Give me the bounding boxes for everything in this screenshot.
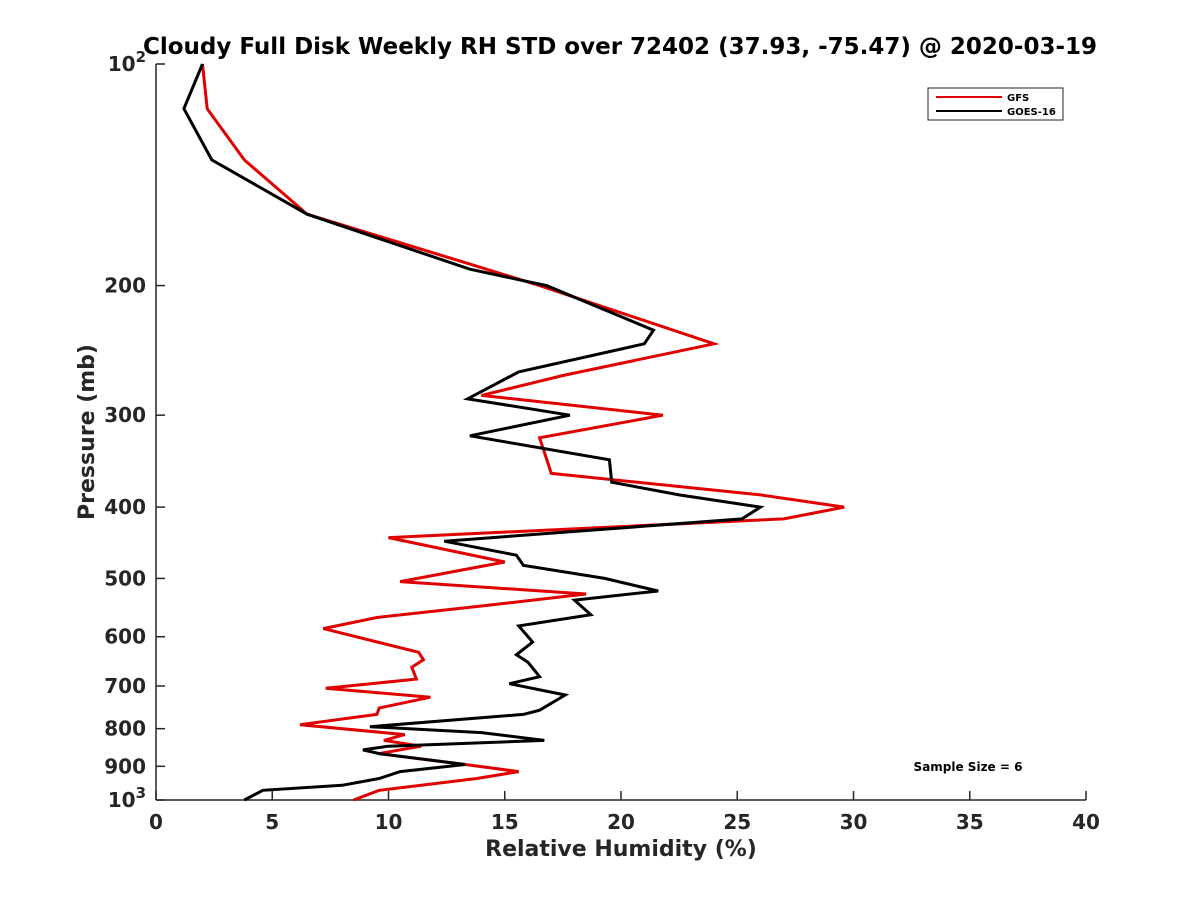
- x-tick-label: 40: [1072, 810, 1100, 834]
- y-tick-label: 103: [108, 784, 146, 812]
- legend-label-gfs: GFS: [1007, 93, 1029, 104]
- y-tick-base: 10: [108, 788, 136, 812]
- sample-size-annotation: Sample Size = 6: [914, 760, 1023, 774]
- y-tick-label: 102: [108, 48, 146, 76]
- y-tick-label: 800: [104, 717, 146, 741]
- y-tick-exponent: 2: [136, 48, 146, 66]
- x-tick-label: 10: [375, 810, 403, 834]
- y-tick-label: 700: [104, 674, 146, 698]
- x-axis-title: Relative Humidity (%): [485, 837, 757, 862]
- x-tick-label: 25: [723, 810, 751, 834]
- x-tick-label: 5: [265, 810, 279, 834]
- y-tick-label: 900: [104, 754, 146, 778]
- legend: GFS GOES-16: [927, 87, 1064, 121]
- series-line-gfs: [201, 63, 845, 802]
- series-line-goes16: [182, 63, 765, 802]
- y-tick-base: 10: [108, 52, 136, 76]
- y-tick-label: 400: [104, 495, 146, 519]
- y-tick-label: 200: [104, 274, 146, 298]
- x-tick-label: 20: [607, 810, 635, 834]
- y-tick-label: 300: [104, 403, 146, 427]
- plot-area: [155, 64, 1086, 801]
- x-tick-label: 35: [956, 810, 984, 834]
- x-ticks: 0 5 10 15 20 25 30 35 40: [149, 791, 1100, 834]
- x-tick-label: 0: [149, 810, 163, 834]
- y-axis-title: Pressure (mb): [75, 344, 100, 520]
- x-tick-label: 30: [840, 810, 868, 834]
- chart-title: Cloudy Full Disk Weekly RH STD over 7240…: [143, 34, 1097, 60]
- y-tick-label: 500: [104, 566, 146, 590]
- legend-box: [927, 87, 1064, 121]
- y-tick-exponent: 3: [136, 784, 146, 802]
- y-tick-label: 600: [104, 625, 146, 649]
- series-layer: [182, 63, 845, 802]
- x-tick-label: 15: [491, 810, 519, 834]
- legend-label-goes16: GOES-16: [1007, 107, 1056, 118]
